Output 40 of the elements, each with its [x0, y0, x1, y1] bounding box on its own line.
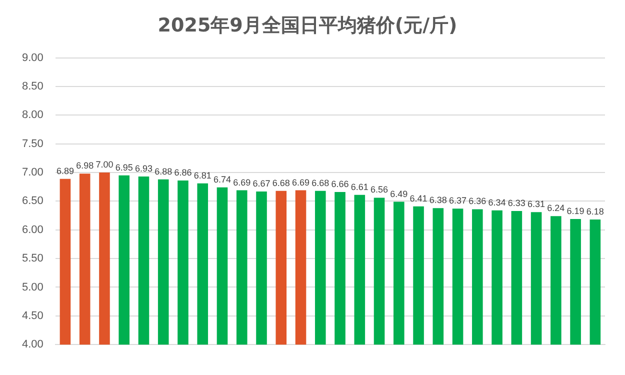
y-tick-label: 9.00: [22, 52, 44, 64]
data-label: 6.19: [566, 206, 584, 216]
data-label: 6.81: [194, 170, 212, 180]
data-label: 6.95: [115, 162, 133, 172]
data-label: 6.89: [56, 166, 74, 176]
y-tick-label: 7.00: [22, 166, 44, 179]
data-label: 6.67: [252, 178, 270, 188]
data-label: 6.74: [213, 174, 232, 184]
y-tick-label: 7.50: [22, 138, 44, 150]
data-label: 6.31: [528, 199, 546, 210]
y-tick-label: 4.50: [22, 310, 44, 322]
data-label: 6.88: [154, 166, 172, 176]
data-label: 6.61: [350, 182, 368, 192]
data-label: 6.36: [468, 196, 486, 206]
data-label: 6.68: [272, 178, 290, 188]
data-label: 6.56: [370, 184, 388, 195]
data-label: 7.00: [96, 160, 114, 170]
y-tick-label: 8.50: [22, 80, 44, 93]
y-tick-label: 6.50: [22, 195, 44, 208]
y-tick-label: 6.00: [22, 224, 44, 236]
data-label: 6.69: [292, 177, 310, 188]
data-label: 6.37: [449, 196, 467, 206]
data-label: 6.93: [134, 164, 152, 174]
data-label: 6.38: [429, 195, 447, 206]
data-label: 6.66: [331, 179, 349, 190]
y-tick-label: 5.00: [22, 281, 44, 294]
data-label: 6.69: [233, 177, 251, 188]
data-label: 6.68: [312, 178, 330, 188]
y-tick-label: 5.50: [22, 252, 44, 265]
data-label: 6.34: [488, 197, 506, 208]
y-tick-label: 4.00: [22, 338, 44, 351]
data-label: 6.86: [174, 168, 192, 178]
data-label: 6.24: [547, 203, 565, 214]
data-label: 6.98: [76, 160, 94, 171]
y-tick-label: 8.00: [22, 109, 44, 122]
data-label: 6.49: [390, 188, 408, 199]
data-label: 6.41: [410, 193, 428, 204]
chart-title: 2025年9月全国日平均猪价(元/斤): [158, 14, 458, 36]
data-label: 6.33: [508, 198, 526, 208]
data-label: 6.18: [586, 206, 604, 217]
